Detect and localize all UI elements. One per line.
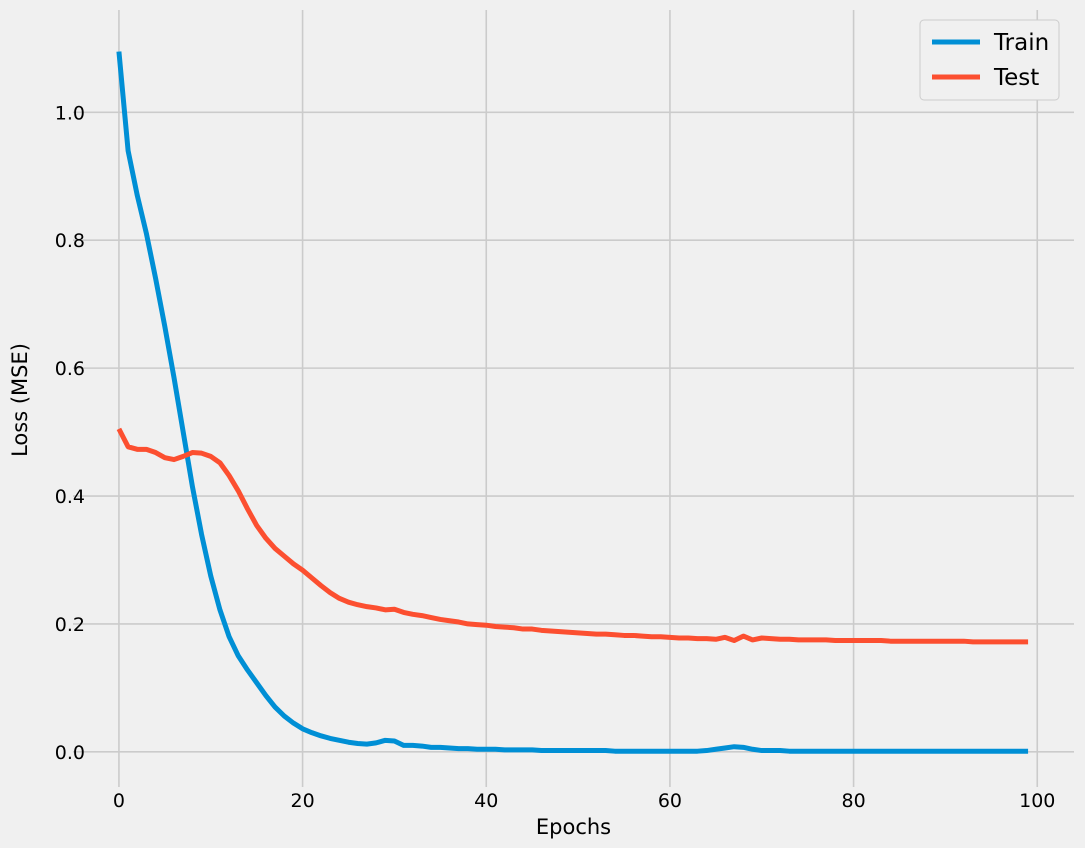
y-tick-label: 0.4 (55, 486, 85, 508)
x-axis-label: Epochs (536, 815, 611, 839)
x-tick-label: 60 (658, 790, 682, 812)
y-tick-label: 0.6 (55, 358, 85, 380)
series-line-train (116, 51, 1029, 754)
x-tick-label: 80 (842, 790, 866, 812)
y-tick-label: 0.0 (55, 742, 85, 764)
legend-label-train: Train (993, 30, 1049, 56)
x-tick-label: 20 (290, 790, 314, 812)
y-tick-label: 0.8 (55, 230, 85, 252)
series-line-test (116, 427, 1029, 645)
y-axis-label: Loss (MSE) (8, 343, 32, 457)
series-lines (116, 51, 1029, 754)
x-tick-label: 40 (474, 790, 498, 812)
x-tick-label: 0 (113, 790, 125, 812)
legend-label-test: Test (993, 65, 1039, 91)
legend: Train Test (919, 19, 1060, 101)
x-tick-label: 100 (1019, 790, 1055, 812)
y-tick-label: 0.2 (55, 614, 85, 636)
y-tick-label: 1.0 (55, 102, 85, 124)
grid (73, 10, 1074, 787)
tick-labels: 0 20 40 60 80 100 0.0 0.2 0.4 0.6 0.8 1.0 (55, 102, 1056, 812)
